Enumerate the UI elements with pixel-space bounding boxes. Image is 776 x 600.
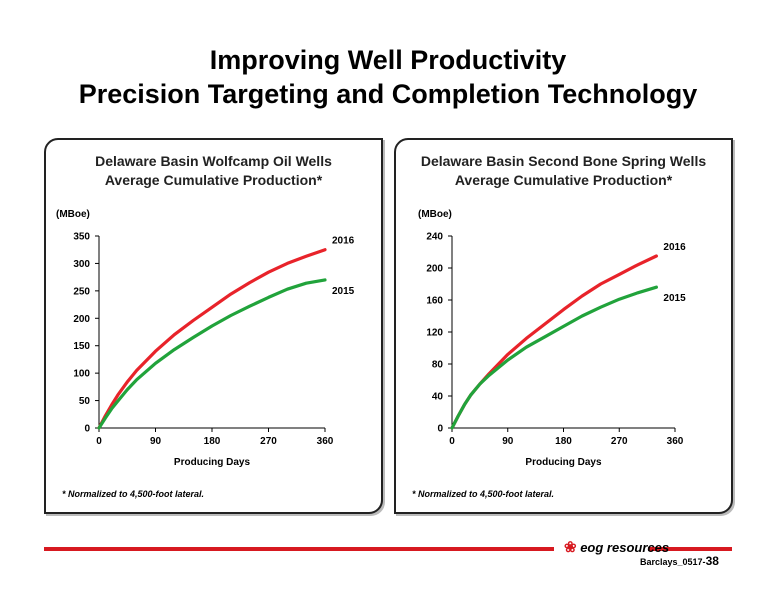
page-title-line-2: Precision Targeting and Completion Techn… [78,79,698,109]
y-tick-label: 200 [426,264,443,275]
series-label: 2015 [663,293,686,304]
slide-reference: Barclays_0517-38 [640,554,719,568]
x-tick-label: 270 [611,436,628,447]
y-tick-label: 100 [73,369,90,380]
series-line-2015 [450,285,658,430]
series-line-2016 [97,248,327,430]
x-tick-label: 0 [96,436,102,447]
y-tick-label: 350 [73,232,90,243]
series-line-2015 [97,278,327,430]
x-tick-label: 360 [317,436,334,447]
chart-title: Delaware Basin Second Bone Spring Wells … [396,152,731,190]
wolfcamp-line-chart: 0 50 100 150 200 250 300 350 0 90 180 270 360 Produci… [73,232,355,469]
bone-spring-line-chart: 0 40 80 120 160 200 240 0 90 180 270 360 Producing D… [426,232,686,469]
y-tick-label: 0 [84,424,90,435]
y-tick-label: 80 [432,360,444,371]
x-tick-label: 0 [449,436,455,447]
y-tick-label: 120 [426,328,443,339]
chart-footnote: * Normalized to 4,500-foot lateral. [62,489,205,499]
chart-title-line-1: Delaware Basin Second Bone Spring Wells [420,153,707,169]
series-label: 2016 [332,236,355,247]
chart-title-line-2: Average Cumulative Production* [104,172,323,188]
logo-drop-icon: ❀ [564,539,577,556]
page-title-line-1: Improving Well Productivity [209,45,567,75]
series-label: 2016 [663,242,686,253]
y-tick-label: 160 [426,296,443,307]
footer-rule-left [44,547,554,551]
company-logo: ❀ eog resources [564,538,669,556]
y-tick-label: 200 [73,314,90,325]
y-tick-label: 150 [73,341,90,352]
chart-title-line-1: Delaware Basin Wolfcamp Oil Wells [95,153,332,169]
y-axis-unit: (MBoe) [418,209,452,220]
x-tick-label: 90 [150,436,162,447]
x-tick-label: 360 [667,436,684,447]
x-axis-title: Producing Days [174,457,251,468]
x-tick-label: 180 [555,436,572,447]
y-tick-label: 300 [73,259,90,270]
page-number: 38 [705,554,719,568]
chart-title: Delaware Basin Wolfcamp Oil Wells Averag… [46,152,381,190]
y-tick-label: 40 [432,392,444,403]
chart-panel-wolfcamp: Delaware Basin Wolfcamp Oil Wells Averag… [44,138,383,514]
x-tick-label: 180 [204,436,221,447]
chart-title-line-2: Average Cumulative Production* [454,172,673,188]
logo-text: eog resources [580,540,670,555]
series-label: 2015 [332,286,355,297]
x-axis-title: Producing Days [525,457,602,468]
x-tick-label: 90 [502,436,514,447]
y-tick-label: 240 [426,232,443,243]
slide-ref-text: Barclays_0517- [640,557,706,567]
x-tick-label: 270 [260,436,277,447]
y-tick-label: 250 [73,286,90,297]
series-line-2016 [450,254,658,430]
footer-rule-right [648,547,732,551]
chart-footnote: * Normalized to 4,500-foot lateral. [412,489,555,499]
chart-panel-bone-spring: Delaware Basin Second Bone Spring Wells … [394,138,733,514]
y-tick-label: 0 [437,424,443,435]
y-axis-unit: (MBoe) [56,209,90,220]
y-tick-label: 50 [79,396,91,407]
